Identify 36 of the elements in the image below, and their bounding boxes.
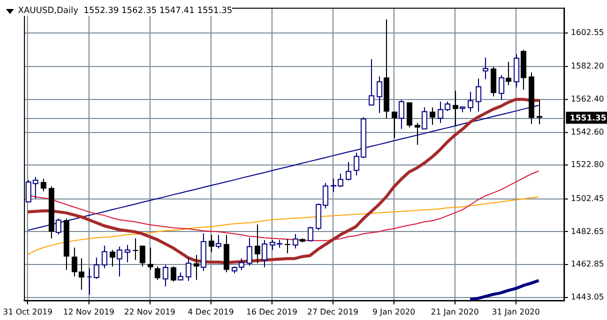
ref-line-label: 1551.35 xyxy=(570,113,607,122)
candlestick xyxy=(148,247,154,270)
candlestick xyxy=(194,254,200,280)
candlestick xyxy=(452,90,458,126)
candlestick xyxy=(406,102,412,128)
y-tick-label: 1462.85 xyxy=(570,260,604,269)
y-tick-label: 1443.05 xyxy=(570,292,604,302)
candlestick xyxy=(110,249,116,268)
x-tick-label: 27 Dec 2019 xyxy=(307,307,358,316)
y-tick-label: 1562.40 xyxy=(570,94,604,104)
chart-title: XAUUSD,Daily 1552.39 1562.35 1547.41 1551.35 xyxy=(18,6,232,16)
candlestick xyxy=(208,234,214,253)
y-tick-label: 1602.55 xyxy=(570,28,604,37)
x-tick-label: 21 Jan 2020 xyxy=(430,307,479,316)
x-tick-label: 4 Dec 2019 xyxy=(188,307,234,316)
x-tick-label: 16 Dec 2019 xyxy=(246,307,298,316)
candlestick xyxy=(154,266,160,280)
candlestick xyxy=(392,111,398,139)
candlestick xyxy=(40,178,46,192)
candlestick xyxy=(254,224,260,264)
y-tick-label: 1582.20 xyxy=(570,62,604,71)
candlestick xyxy=(414,122,420,146)
candlestick xyxy=(430,106,436,126)
x-tick-label: 31 Oct 2019 xyxy=(3,307,52,316)
y-tick-label: 1482.65 xyxy=(570,226,604,236)
y-tick-label: 1522.80 xyxy=(570,160,604,170)
candlestick xyxy=(506,61,512,86)
x-tick-label: 22 Nov 2019 xyxy=(124,307,176,316)
candlestick xyxy=(170,266,176,282)
y-tick-label: 1502.45 xyxy=(570,194,604,203)
y-tick-label: 1542.60 xyxy=(570,127,604,136)
candlestick xyxy=(536,99,542,125)
x-tick-label: 12 Nov 2019 xyxy=(63,307,114,316)
x-tick-label: 31 Jan 2020 xyxy=(492,307,540,316)
x-tick-label: 9 Jan 2020 xyxy=(372,307,416,316)
candlestick xyxy=(284,238,290,254)
